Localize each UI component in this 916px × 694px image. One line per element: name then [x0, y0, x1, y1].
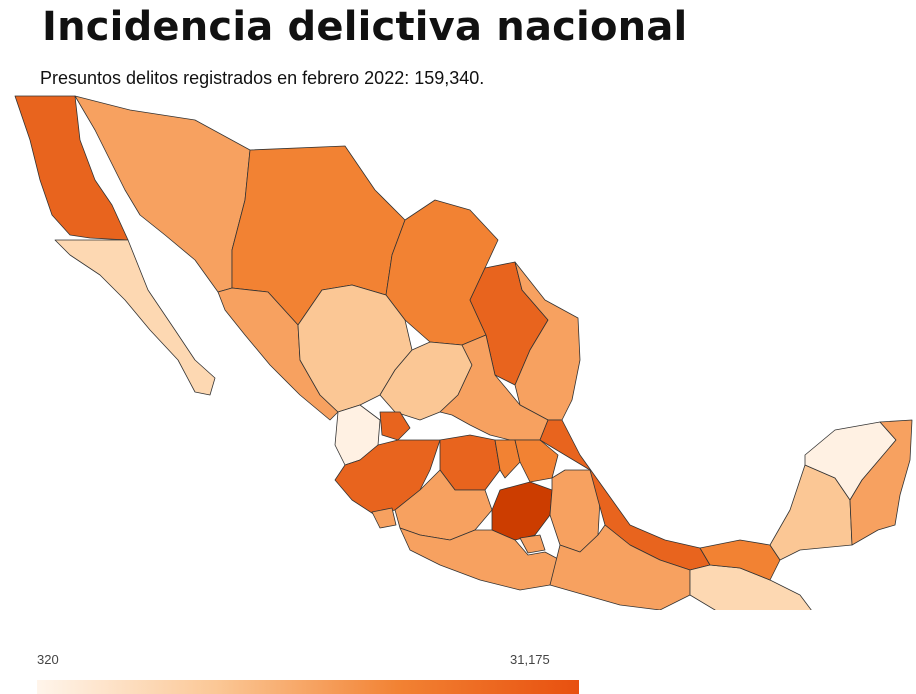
- state-san-luis-potosi[interactable]: [439, 334, 549, 441]
- legend-min-label: 320: [37, 652, 59, 667]
- state-morelos[interactable]: [519, 534, 546, 554]
- page-subtitle: Presuntos delitos registrados en febrero…: [40, 68, 485, 88]
- state-guerrero[interactable]: [399, 527, 561, 591]
- state-estado-de-mexico[interactable]: [491, 481, 553, 541]
- state-colima[interactable]: [371, 507, 397, 529]
- legend-color-scale: [37, 680, 579, 694]
- state-tabasco[interactable]: [699, 539, 781, 581]
- mexico-choropleth-map: [14, 95, 913, 610]
- state-baja-california-sur[interactable]: [54, 239, 216, 396]
- state-jalisco[interactable]: [334, 439, 441, 516]
- state-aguascalientes[interactable]: [379, 411, 411, 441]
- page-title: Incidencia delictiva nacional: [42, 4, 688, 50]
- state-quintana-roo[interactable]: [849, 419, 913, 546]
- state-queretaro[interactable]: [494, 439, 521, 479]
- legend-max-label: 31,175: [510, 652, 550, 667]
- state-baja-california[interactable]: [14, 95, 129, 241]
